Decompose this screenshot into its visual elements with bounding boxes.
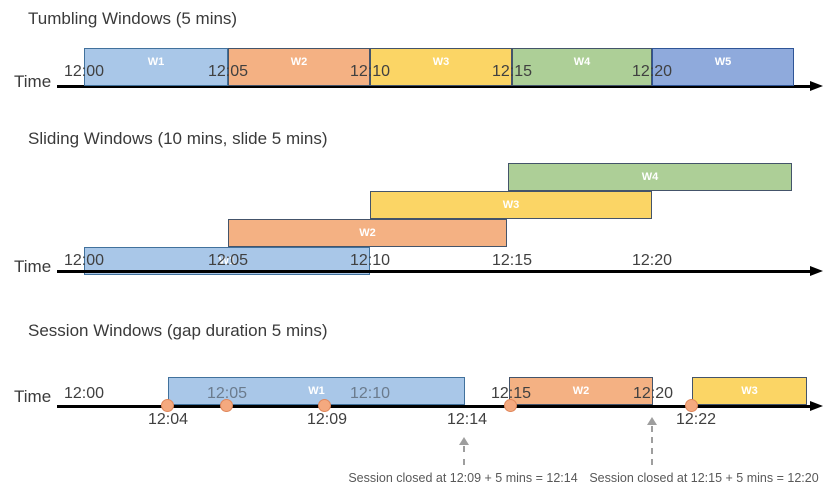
sliding-window-label-w2: W2: [359, 227, 376, 239]
tumbling-window-label-w3: W3: [432, 56, 450, 68]
sliding-window-box-w4: [508, 163, 792, 191]
session-event-label-1222: 12:22: [675, 411, 717, 428]
session-close-arrowhead-2-icon: [647, 417, 657, 425]
sliding-window-box-w3: [370, 191, 652, 219]
session-close-arrow-line-1: [463, 446, 465, 465]
tumbling-window-label-w5: W5: [714, 56, 732, 68]
session-event-label-1204: 12:04: [147, 411, 189, 428]
sliding-axis-line: [57, 270, 812, 273]
session-annotation-1: Session closed at 12:09 + 5 mins = 12:14: [348, 471, 578, 485]
session-window-label-w2: W2: [572, 385, 590, 397]
tumbling-window-box-w2: [228, 48, 370, 86]
sliding-tick-1210: 12:10: [349, 252, 391, 269]
session-event-dot-1205: [220, 399, 233, 412]
tumbling-window-box-w3: [370, 48, 512, 86]
session-tick-1200: 12:00: [63, 385, 105, 402]
session-event-label-1214: 12:14: [446, 411, 488, 428]
tumbling-tick-1200: 12:00: [63, 63, 105, 80]
tumbling-title: Tumbling Windows (5 mins): [28, 9, 238, 28]
sliding-window-label-w4: W4: [641, 171, 659, 183]
session-close-arrowhead-1-icon: [459, 437, 469, 445]
sliding-time-axis-label: Time: [14, 257, 52, 276]
session-tick-1215: 12:15: [490, 385, 532, 402]
session-window-box-w3: [692, 377, 807, 405]
tumbling-window-box-w4: [512, 48, 652, 86]
tumbling-axis-line: [57, 85, 812, 88]
session-axis-arrowhead-icon: [810, 401, 823, 411]
session-event-dot-1222: [685, 399, 698, 412]
session-annotation-2: Session closed at 12:15 + 5 mins = 12:20: [589, 471, 819, 485]
tumbling-tick-1215: 12:15: [491, 63, 533, 80]
session-event-label-1209: 12:09: [306, 411, 348, 428]
session-axis-line: [57, 405, 812, 408]
session-tick-1220: 12:20: [632, 385, 674, 402]
session-event-dot-1204: [161, 399, 174, 412]
sliding-title: Sliding Windows (10 mins, slide 5 mins): [28, 129, 328, 148]
tumbling-axis-arrowhead-icon: [810, 81, 823, 91]
tumbling-window-label-w2: W2: [290, 56, 308, 68]
session-tick-1210: 12:10: [349, 385, 391, 402]
sliding-axis-arrowhead-icon: [810, 266, 823, 276]
session-title: Session Windows (gap duration 5 mins): [28, 321, 328, 340]
tumbling-window-label-w4: W4: [573, 56, 591, 68]
tumbling-window-box-w5: [652, 48, 794, 86]
session-window-label-w3: W3: [741, 385, 758, 397]
session-window-box-w2: [509, 377, 653, 405]
tumbling-window-label-w1: W1: [147, 56, 165, 68]
tumbling-tick-1210: 12:10: [349, 63, 391, 80]
sliding-tick-1200: 12:00: [63, 252, 105, 269]
session-time-axis-label: Time: [14, 387, 52, 406]
tumbling-time-axis-label: Time: [14, 72, 52, 91]
tumbling-tick-1220: 12:20: [631, 63, 673, 80]
session-tick-1205: 12:05: [206, 385, 248, 402]
session-event-dot-1209: [318, 399, 331, 412]
sliding-tick-1220: 12:20: [631, 252, 673, 269]
session-window-box-w1: [168, 377, 465, 405]
tumbling-window-box-w1: [84, 48, 228, 86]
session-window-label-w1: W1: [308, 385, 325, 397]
session-close-arrow-line-2: [651, 426, 653, 465]
sliding-window-box-w2: [228, 219, 507, 247]
tumbling-tick-1205: 12:05: [207, 63, 249, 80]
sliding-tick-1215: 12:15: [491, 252, 533, 269]
sliding-tick-1205: 12:05: [207, 252, 249, 269]
session-event-dot-1215: [504, 399, 517, 412]
sliding-window-label-w3: W3: [502, 199, 520, 211]
sliding-window-label-w1: W1: [218, 255, 236, 267]
